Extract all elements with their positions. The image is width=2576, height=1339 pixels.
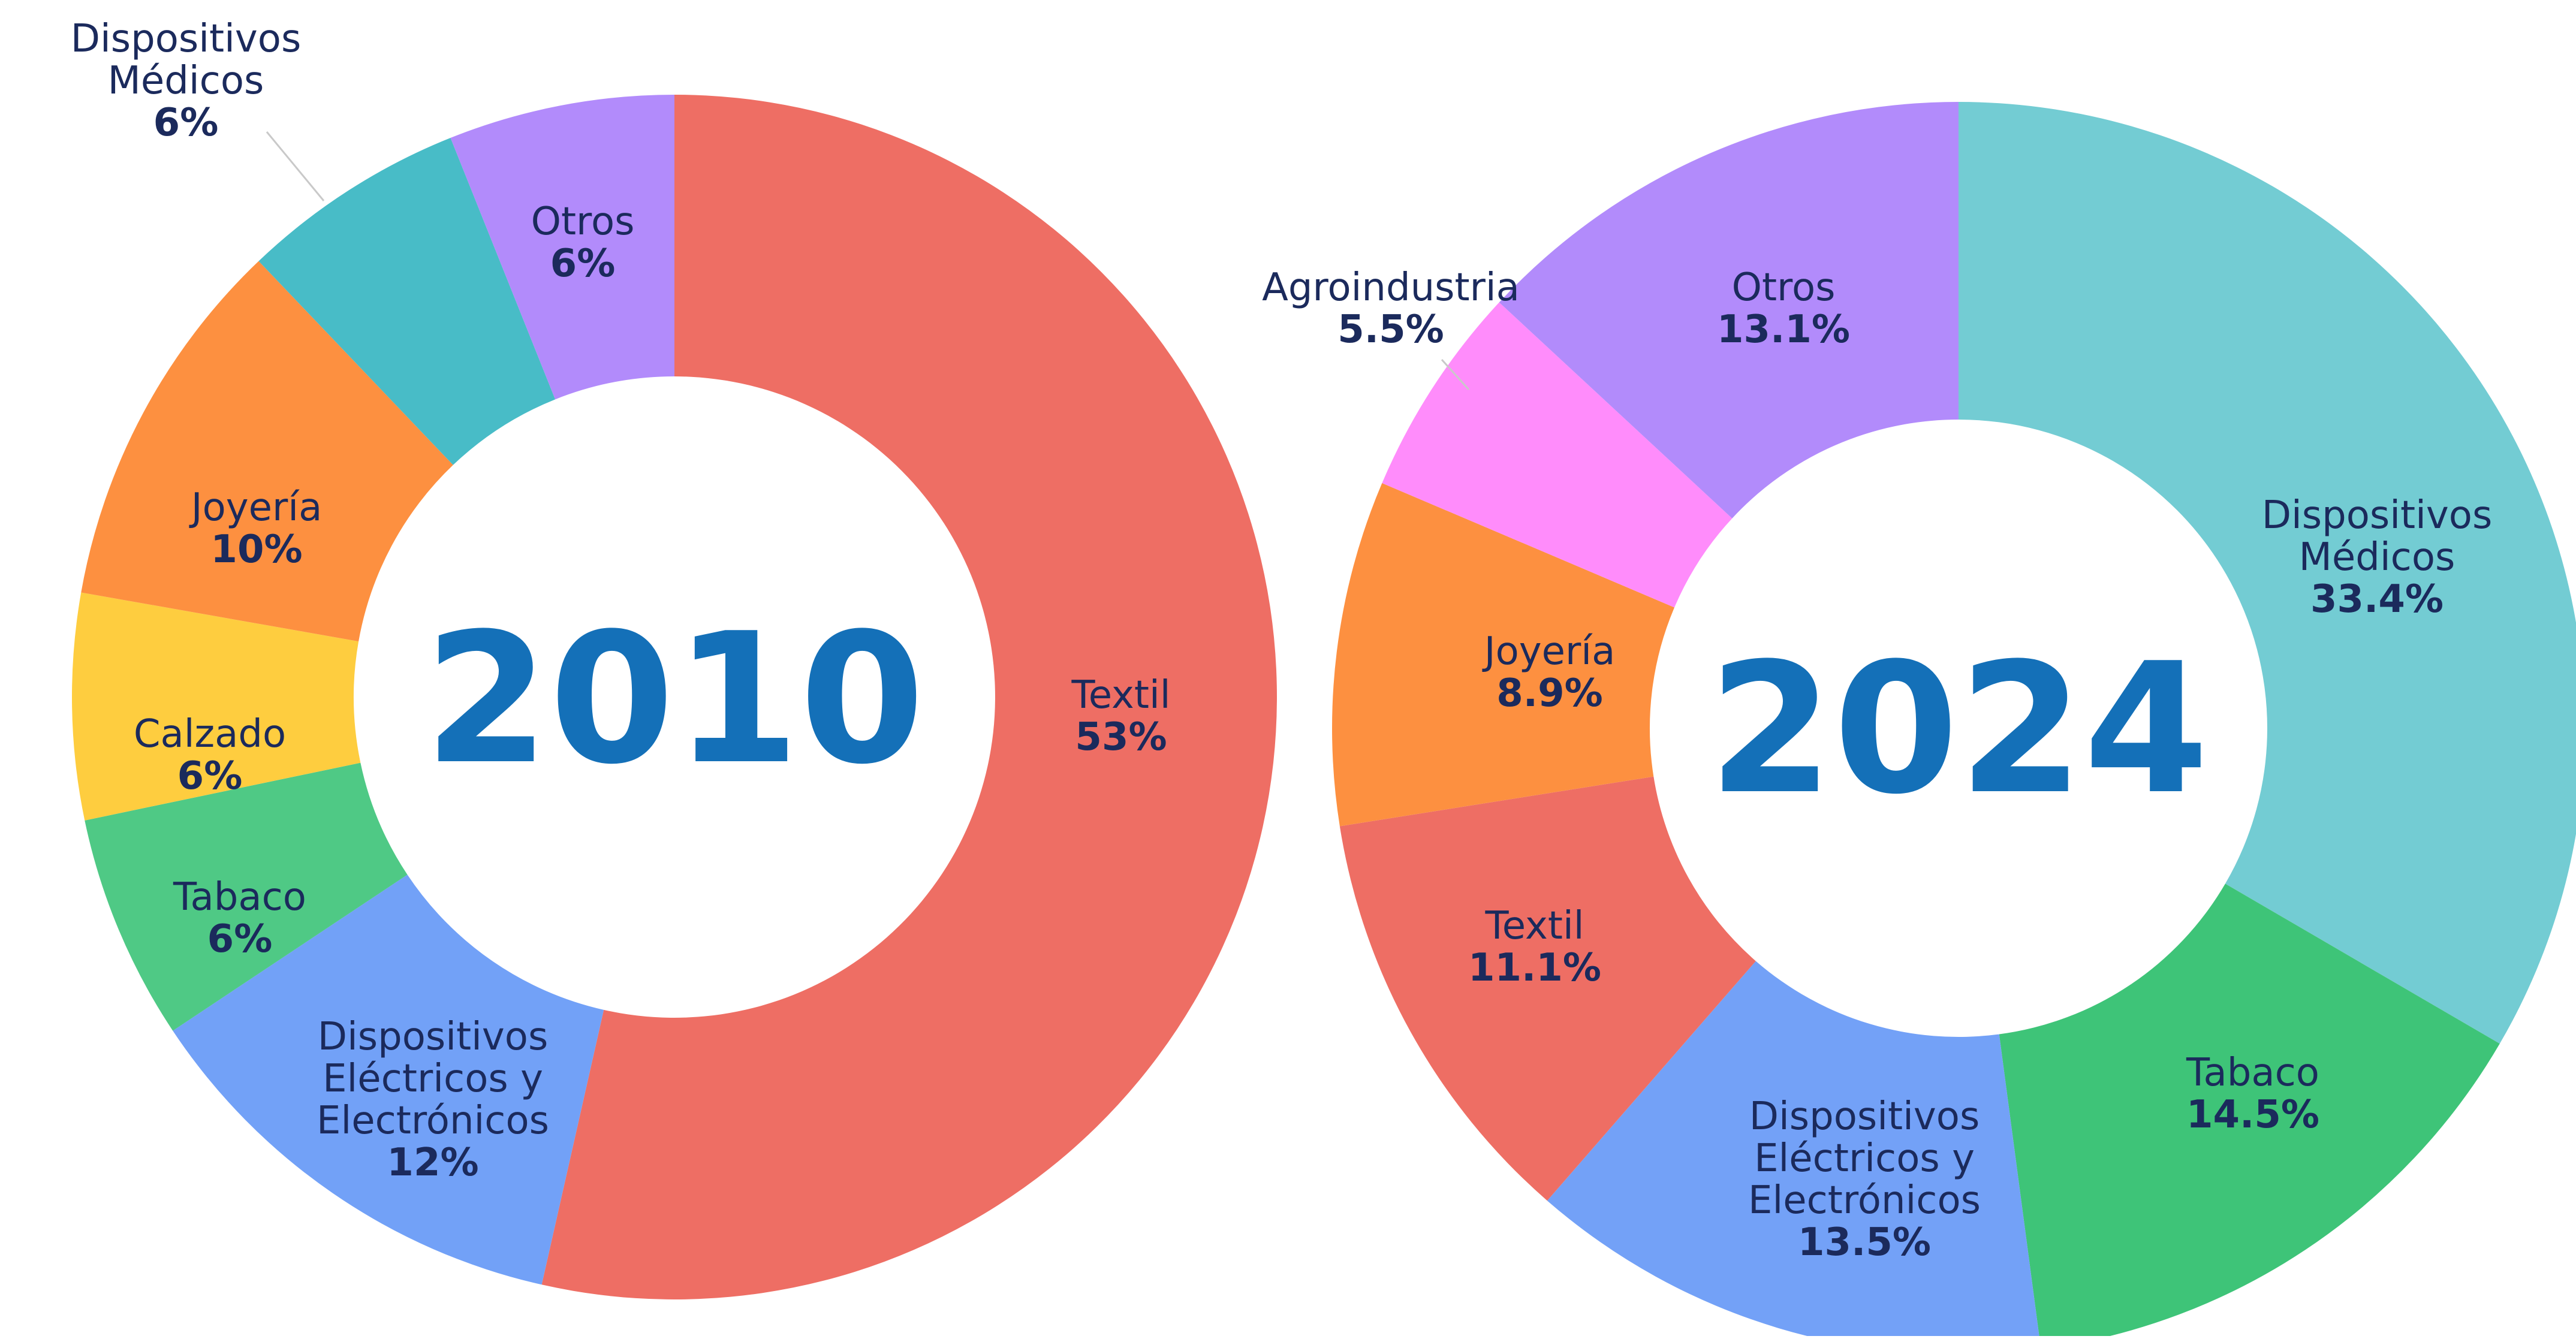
slice-2010-textil <box>541 95 1277 1299</box>
slice-label-2024-textil: Textil 11.1% <box>1468 904 1601 990</box>
donut-2024: Dispositivos Médicos 33.4% Tabaco 14.5% Dispo… <box>1262 102 2576 1339</box>
slice-2024-tabaco <box>1999 883 2500 1339</box>
slice-2010-tabaco <box>85 762 408 1031</box>
slice-label-2010-textil: Textil 53% <box>1071 673 1171 759</box>
slice-label-2024-dispositivos-medicos: Dispositivos Médicos 33.4% <box>2262 493 2493 622</box>
slice-2010-dispositivos-electricos-y-electronicos <box>173 874 604 1285</box>
donut-2010: Textil 53% Dispositivos Eléctricos y Electró… <box>71 17 1277 1299</box>
center-year-2024: 2024 <box>1709 625 2209 834</box>
leader-line-2010-dispositivos-medicos <box>266 131 325 201</box>
slice-label-2010-otros: Otros 6% <box>531 200 635 286</box>
slice-2010-otros <box>450 95 674 400</box>
slice-2024-dispositivos-electricos-y-electronicos <box>1547 961 2040 1339</box>
slice-2010-joyeria <box>81 261 453 642</box>
slice-label-2024-joyeria: Joyería 8.9% <box>1482 629 1616 716</box>
slice-label-2010-dispositivos-medicos: Dispositivos Médicos 6% <box>71 17 302 145</box>
slice-label-2010-calzado: Calzado 6% <box>134 712 286 798</box>
slice-2010-calzado <box>72 592 361 821</box>
slice-label-2024-agroindustria: Agroindustria 5.5% <box>1262 266 1520 352</box>
leader-line-2024-agroindustria <box>1441 358 1470 391</box>
slice-2024-otros <box>1499 102 1959 518</box>
slice-label-2010-tabaco: Tabaco 6% <box>173 875 306 961</box>
slice-2024-textil <box>1339 776 1756 1201</box>
slice-label-2010-joyeria: Joyería 10% <box>189 485 323 572</box>
slice-label-2024-otros: Otros 13.1% <box>1717 266 1850 352</box>
slice-2024-agroindustria <box>1382 302 1733 608</box>
slice-2024-joyeria <box>1331 483 1675 827</box>
slice-label-2024-tabaco: Tabaco 14.5% <box>2186 1051 2319 1137</box>
slice-2010-dispositivos-medicos <box>258 137 556 465</box>
slice-label-2010-dispositivos-electricos-y-electronicos: Dispositivos Eléctricos y Electrónicos 12% <box>317 1015 549 1185</box>
slice-2024-dispositivos-medicos <box>1959 102 2576 1044</box>
center-year-2010: 2010 <box>424 595 925 804</box>
slice-label-2024-dispositivos-electricos-y-electronicos: Dispositivos Eléctricos y Electrónicos 13.5… <box>1748 1094 1981 1265</box>
